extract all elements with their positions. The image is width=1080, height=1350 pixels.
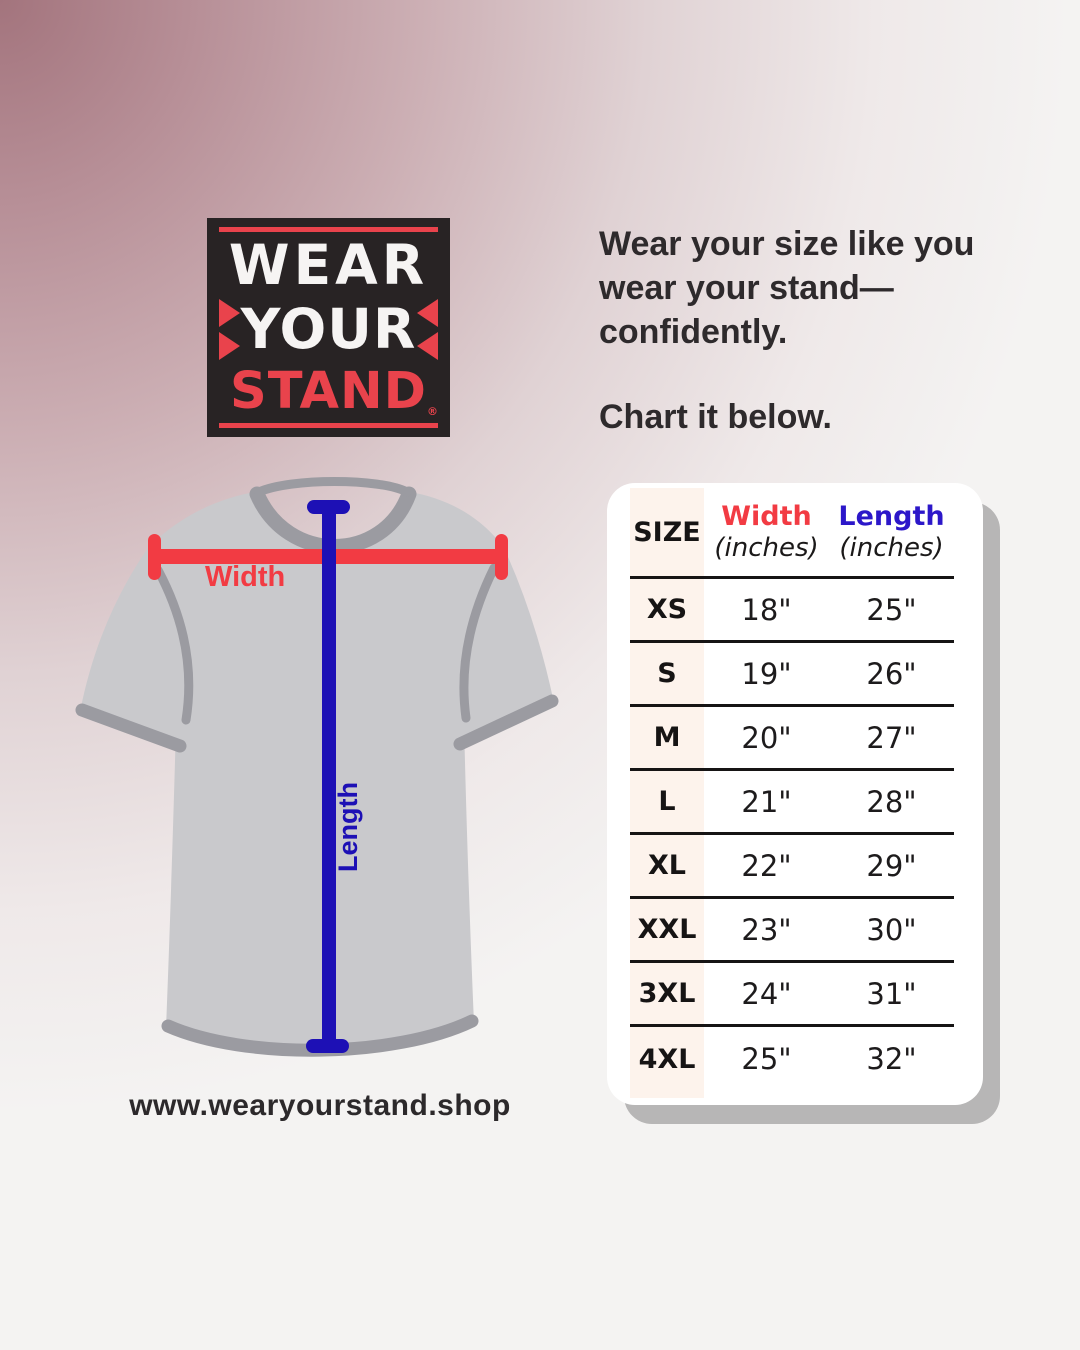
size-column-background [630, 488, 704, 1098]
right-sleeve-seam [459, 563, 499, 723]
registered-mark: ® [427, 405, 440, 418]
column-header-width: Width (inches) [714, 501, 819, 563]
width-measure-right-cap [495, 534, 508, 580]
logo-left-arrows-icon [219, 299, 240, 360]
tshirt-body [80, 492, 554, 1052]
right-cuff-band [453, 694, 559, 751]
triangle-left-icon [416, 332, 438, 360]
table-row: 4XL 25" 32" [638, 1042, 917, 1076]
table-row: XXL 23" 30" [630, 899, 954, 963]
table-row: L 21" 28" [630, 771, 954, 835]
table-row: 3XL 24" 31" [630, 963, 954, 1027]
triangle-left-icon [416, 299, 438, 327]
headline: Wear your size like you wear your stand—… [599, 225, 975, 352]
logo-word-your: YOUR [240, 297, 417, 361]
column-header-length: Length (inches) [838, 501, 945, 563]
website-url: www.wearyourstand.shop [129, 1089, 511, 1122]
table-row: S 19" 26" [630, 643, 954, 707]
logo-right-arrows-icon [416, 299, 438, 360]
table-row: M 20" 27" [630, 707, 954, 771]
width-label: Width [205, 561, 286, 593]
table-row: XS 18" 25" [630, 579, 954, 643]
length-measure-bottom-cap [306, 1039, 349, 1053]
size-chart-card: SIZE Width (inches) Length (inches) XS 1… [607, 483, 983, 1105]
size-chart-table: SIZE Width (inches) Length (inches) XS 1… [630, 488, 954, 1091]
left-sleeve-seam [153, 565, 194, 725]
logo-word-your-row: YOUR [219, 299, 438, 360]
length-measure-line [322, 502, 336, 1051]
length-label: Length [333, 782, 363, 872]
logo-bottom-rule [219, 423, 438, 428]
triangle-right-icon [219, 299, 240, 327]
tshirt-collar-back [254, 477, 412, 497]
logo-word-wear: WEAR [228, 233, 429, 297]
logo-top-rule [219, 227, 438, 232]
brand-logo: WEAR YOUR STAND ® [207, 218, 450, 437]
column-header-size: SIZE [633, 516, 701, 548]
table-row: XL 22" 29" [630, 835, 954, 899]
subheadline: Chart it below. [599, 398, 832, 436]
triangle-right-icon [219, 332, 240, 360]
logo-word-stand: STAND ® [229, 362, 440, 421]
width-measure-left-cap [148, 534, 161, 580]
length-measure-top-cap [307, 500, 350, 514]
table-header-row: SIZE Width (inches) Length (inches) [630, 488, 954, 579]
left-cuff-band [75, 703, 187, 753]
